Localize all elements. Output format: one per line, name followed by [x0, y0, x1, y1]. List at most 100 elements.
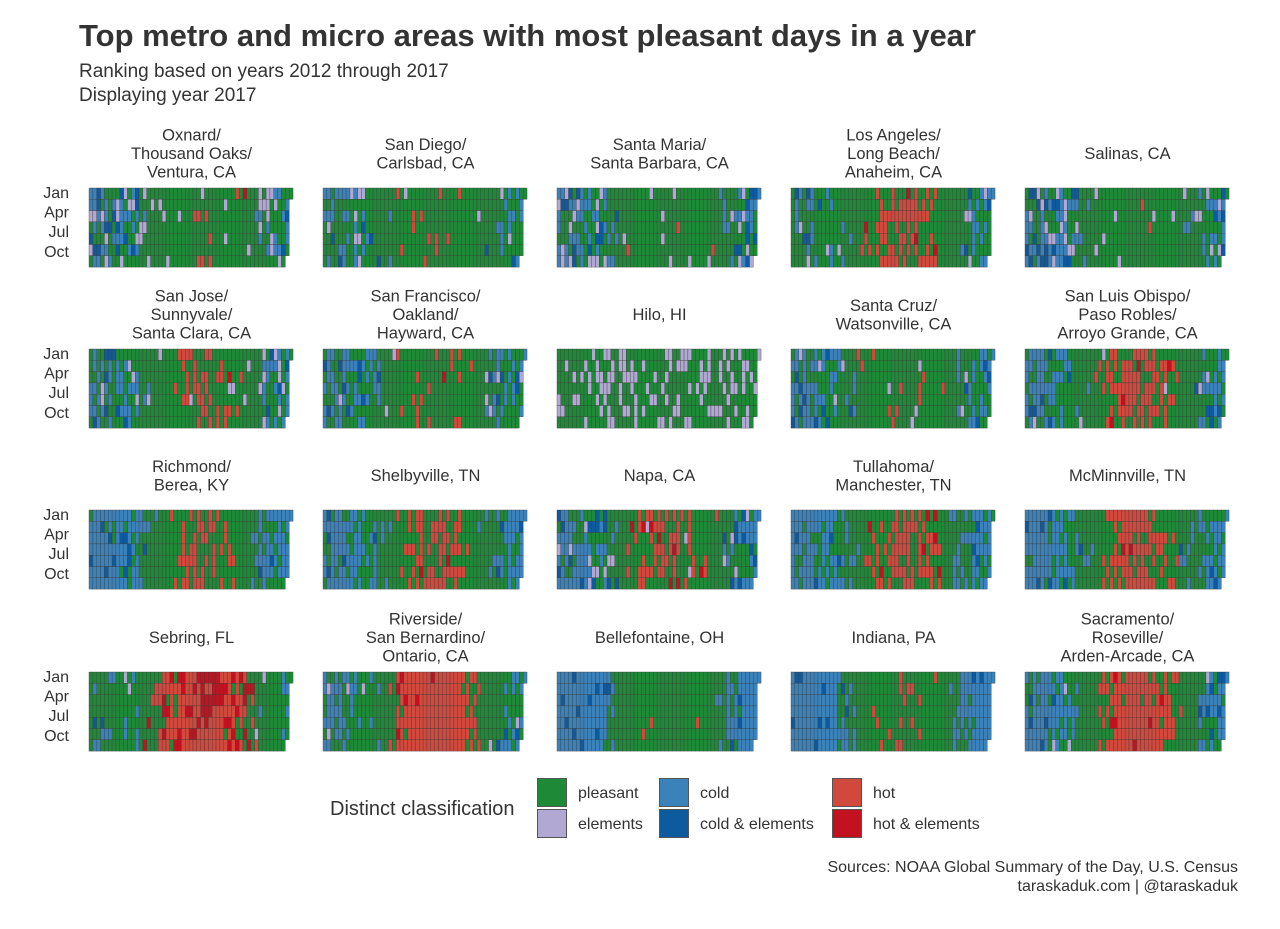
heatmap-cell — [672, 521, 677, 533]
heatmap-cell — [345, 187, 351, 200]
heatmap-cell — [1182, 187, 1187, 200]
heatmap-cell — [649, 416, 654, 429]
heatmap-cell — [135, 371, 140, 384]
heatmap-cell — [840, 555, 846, 567]
heatmap-cell — [1055, 210, 1060, 223]
heatmap-cell — [111, 394, 117, 406]
heatmap-cell — [476, 360, 482, 372]
heatmap-cell — [388, 382, 393, 395]
heatmap-cell — [322, 199, 328, 211]
heatmap-cell — [1036, 405, 1041, 417]
heatmap-cell — [591, 521, 596, 533]
heatmap-cell — [1090, 199, 1095, 211]
heatmap-cell — [330, 233, 335, 245]
heatmap-cell — [637, 382, 642, 395]
heatmap-cell — [104, 532, 109, 545]
heatmap-cell — [208, 555, 213, 567]
heatmap-cell — [403, 348, 408, 361]
heatmap-cell — [254, 509, 259, 522]
heatmap-cell — [349, 543, 354, 556]
heatmap-cell — [135, 255, 140, 268]
heatmap-cell — [161, 348, 167, 361]
heatmap-cell — [434, 244, 439, 256]
heatmap-cell — [472, 405, 478, 417]
heatmap-cell — [810, 255, 815, 268]
heatmap-cell — [606, 221, 612, 234]
heatmap-cell — [610, 348, 615, 361]
heatmap-cell — [718, 532, 723, 545]
heatmap-cell — [507, 382, 512, 395]
heatmap-cell — [376, 577, 381, 590]
heatmap-cell — [1225, 187, 1230, 200]
heatmap-cell — [680, 394, 685, 406]
heatmap-cell — [802, 360, 807, 372]
heatmap-cell — [469, 244, 474, 256]
heatmap-cell — [465, 394, 470, 406]
heatmap-cell — [349, 394, 354, 406]
heatmap-cell — [695, 566, 700, 578]
heatmap-cell — [188, 543, 194, 556]
heatmap-cell — [365, 382, 370, 395]
heatmap-cell — [1148, 187, 1153, 200]
heatmap-cell — [476, 509, 482, 522]
heatmap-cell — [637, 360, 642, 372]
heatmap-cell — [833, 187, 838, 200]
heatmap-cell — [668, 555, 673, 567]
heatmap-cell — [376, 244, 381, 256]
heatmap-cell — [465, 210, 470, 223]
heatmap-cell — [515, 555, 520, 567]
heatmap-cell — [906, 577, 911, 590]
heatmap-cell — [472, 521, 478, 533]
heatmap-cell — [741, 555, 746, 567]
heatmap-cell — [422, 521, 428, 533]
heatmap-cell — [1078, 233, 1083, 245]
heatmap-cell — [204, 577, 209, 590]
heatmap-cell — [910, 566, 915, 578]
heatmap-cell — [115, 187, 120, 200]
heatmap-cell — [672, 371, 677, 384]
heatmap-cell — [680, 566, 685, 578]
heatmap-cell — [875, 566, 880, 578]
heatmap-cell — [695, 555, 700, 567]
heatmap-cell — [135, 394, 140, 406]
heatmap-cell — [446, 255, 451, 268]
heatmap-cell — [154, 199, 159, 211]
heatmap-cell — [438, 577, 443, 590]
heatmap-cell — [250, 348, 255, 361]
heatmap-cell — [204, 255, 209, 268]
heatmap-cell — [929, 244, 934, 256]
heatmap-cell — [626, 566, 631, 578]
heatmap-cell — [821, 521, 826, 533]
heatmap-cell — [790, 199, 796, 211]
heatmap-cell — [979, 221, 984, 234]
heatmap-cell — [802, 577, 807, 590]
heatmap-cell — [618, 509, 623, 522]
heatmap-cell — [660, 543, 665, 556]
heatmap-cell — [914, 221, 919, 234]
heatmap-cell — [840, 210, 846, 223]
heatmap-cell — [653, 210, 658, 223]
y-tick-label: Jul — [49, 224, 69, 241]
heatmap-cell — [407, 405, 412, 417]
heatmap-cell — [119, 555, 124, 567]
heatmap-cell — [733, 255, 739, 268]
heatmap-cell — [254, 187, 259, 200]
heatmap-cell — [964, 360, 969, 372]
heatmap-cell — [496, 371, 501, 384]
heatmap-cell — [572, 405, 577, 417]
heatmap-cell — [196, 255, 201, 268]
heatmap-cell — [219, 199, 224, 211]
heatmap-cell — [944, 210, 950, 223]
heatmap-cell — [185, 360, 190, 372]
heatmap-cell — [142, 371, 147, 384]
heatmap-cell — [1055, 199, 1060, 211]
heatmap-cell — [223, 210, 228, 223]
heatmap-cell — [1209, 187, 1214, 200]
heatmap-cell — [285, 360, 290, 372]
heatmap-cell — [879, 233, 884, 245]
heatmap-cell — [499, 543, 505, 556]
heatmap-cell — [96, 233, 101, 245]
heatmap-cell — [407, 199, 412, 211]
heatmap-cell — [438, 371, 443, 384]
heatmap-cell — [722, 199, 727, 211]
